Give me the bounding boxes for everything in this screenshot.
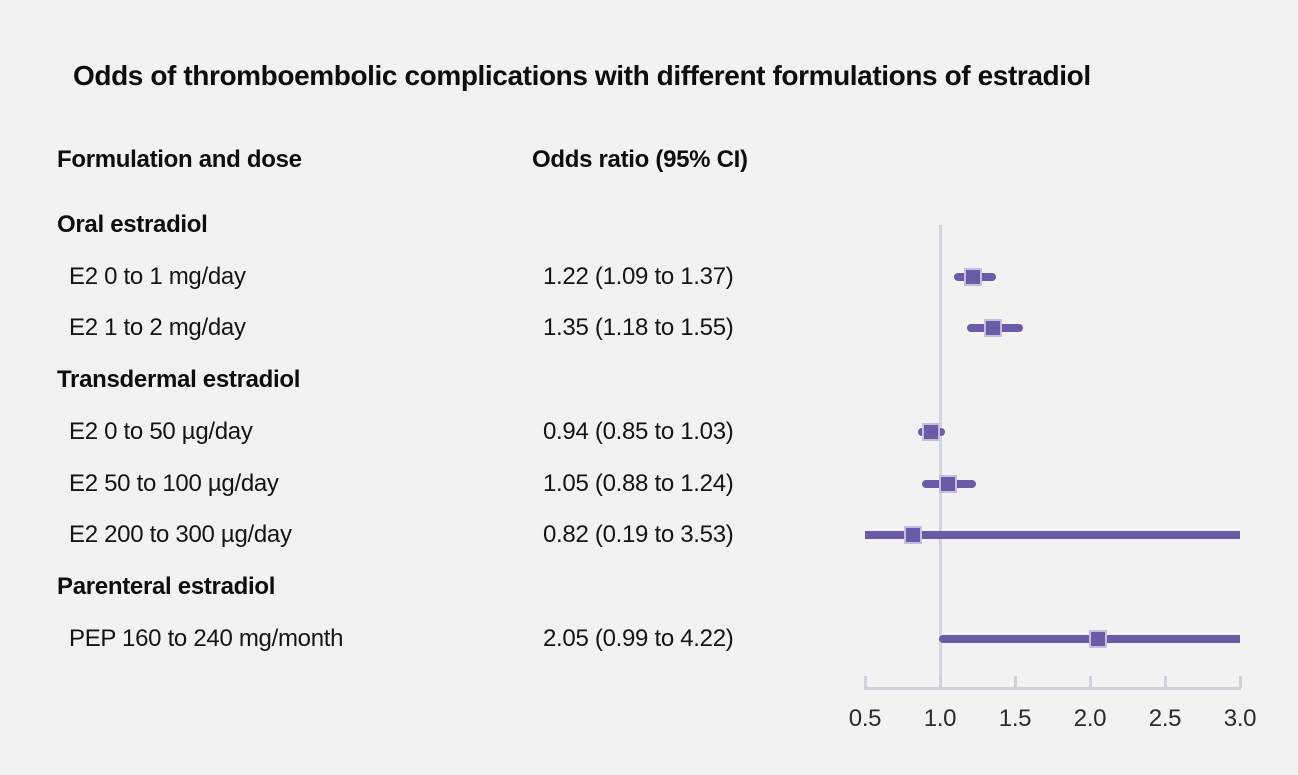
point-estimate-marker [1088,629,1107,648]
axis-tick-label: 1.0 [923,705,957,732]
odds-ratio-value: 1.22 (1.09 to 1.37) [543,262,734,290]
item-label: PEP 160 to 240 mg/month [69,624,344,652]
axis-tick [1163,676,1167,688]
item-label: E2 50 to 100 µg/day [69,469,279,497]
odds-ratio-value: 1.05 (0.88 to 1.24) [543,469,734,497]
point-estimate-marker [964,267,982,286]
group-label: Oral estradiol [57,211,208,238]
point-estimate-marker [922,422,940,441]
column-header-odds-ratio: Odds ratio (95% CI) [532,146,748,173]
axis-tick [1238,676,1242,688]
axis-tick [1088,676,1092,688]
axis-tick-label: 2.5 [1148,705,1182,732]
axis-tick [863,676,867,688]
axis-tick [1013,676,1017,688]
axis-tick-label: 3.0 [1223,705,1257,732]
odds-ratio-value: 2.05 (0.99 to 4.22) [543,624,734,652]
group-label: Parenteral estradiol [57,572,276,600]
axis-tick [938,676,942,688]
x-axis-line [864,687,1241,690]
odds-ratio-value: 0.82 (0.19 to 3.53) [543,521,734,549]
item-label: E2 200 to 300 µg/day [69,521,292,549]
axis-tick-label: 2.0 [1073,705,1107,732]
item-label: E2 1 to 2 mg/day [69,314,246,342]
odds-ratio-value: 1.35 (1.18 to 1.55) [543,314,734,342]
chart-title: Odds of thromboembolic complications wit… [73,60,1091,91]
axis-tick-label: 1.5 [998,705,1032,732]
column-header-formulation: Formulation and dose [57,146,302,173]
axis-tick-label: 0.5 [848,705,882,732]
group-label: Transdermal estradiol [57,366,301,394]
item-label: E2 0 to 1 mg/day [69,262,246,290]
point-estimate-marker [938,474,957,493]
item-label: E2 0 to 50 µg/day [69,417,253,445]
odds-ratio-value: 0.94 (0.85 to 1.03) [543,417,734,445]
ci-line [865,531,1240,540]
point-estimate-marker [904,526,922,545]
reference-line [938,225,942,688]
point-estimate-marker [983,319,1002,338]
